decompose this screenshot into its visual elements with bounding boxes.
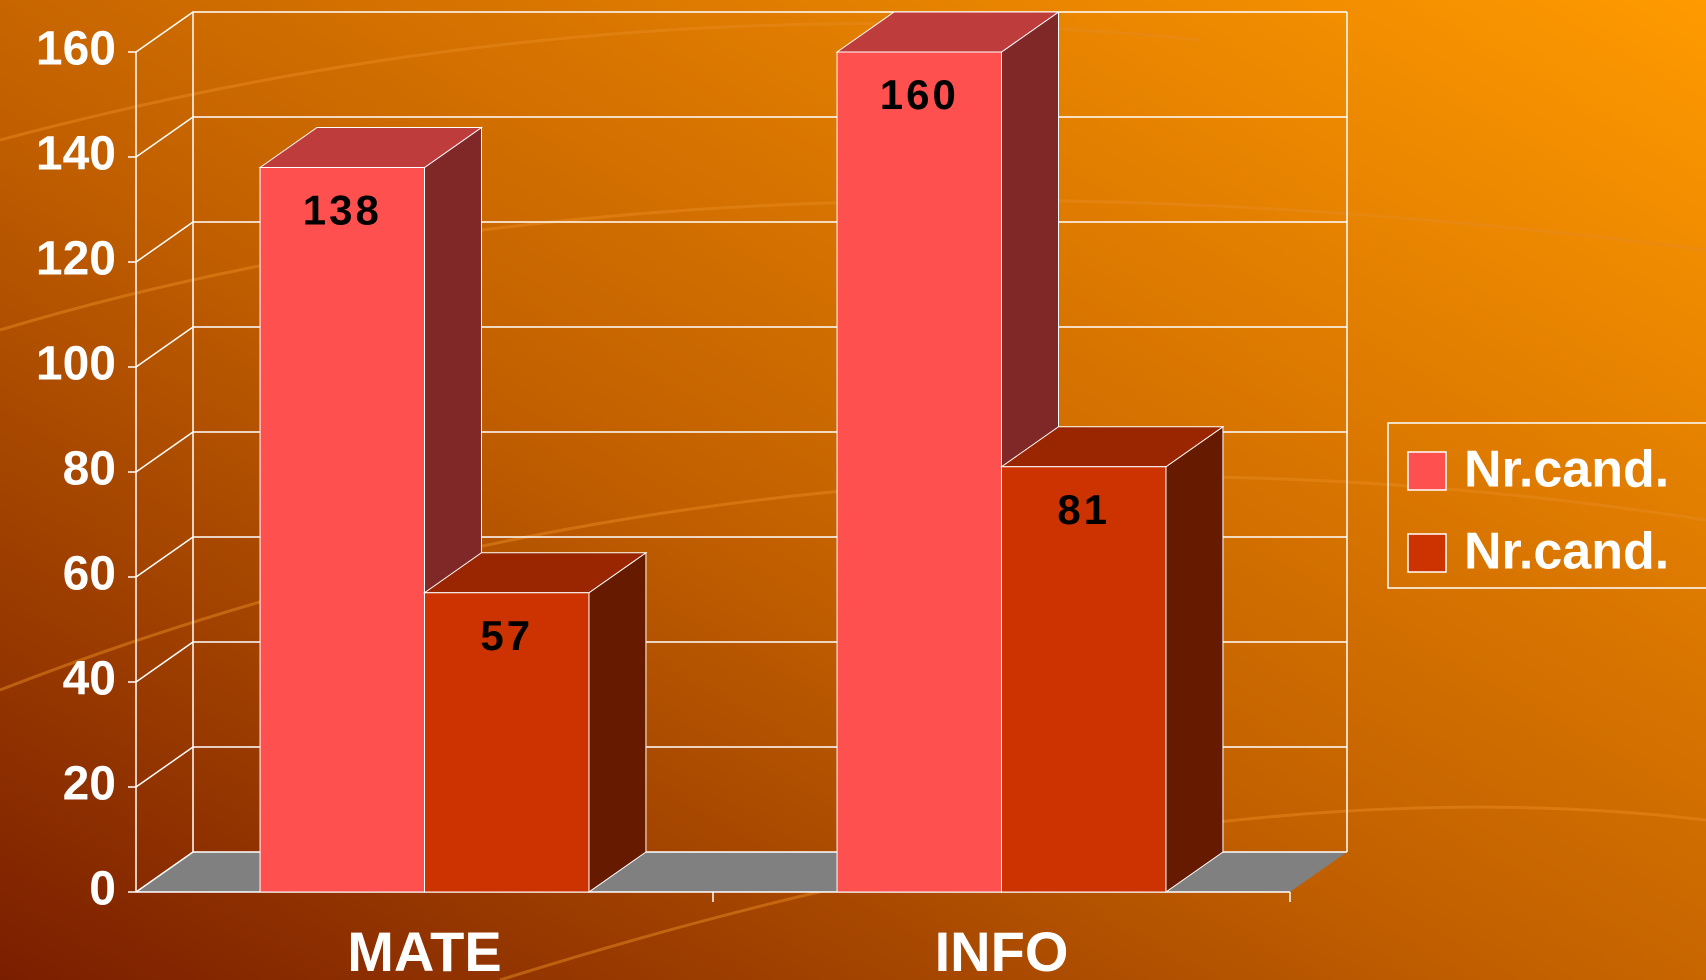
- data-label: 160: [880, 71, 959, 118]
- legend-swatch: [1408, 452, 1446, 490]
- y-tick-label: 40: [63, 653, 116, 706]
- bar-side: [589, 553, 646, 892]
- y-tick-label: 0: [89, 863, 116, 916]
- bar: [260, 168, 424, 893]
- legend-label: Nr.cand.: [1464, 441, 1669, 499]
- x-tick-label: INFO: [935, 920, 1069, 980]
- y-tick-label: 80: [63, 443, 116, 496]
- y-tick-label: 160: [36, 23, 116, 76]
- y-tick-label: 120: [36, 233, 116, 286]
- legend-swatch: [1408, 534, 1446, 572]
- legend-label: Nr.cand.: [1464, 523, 1669, 581]
- chart: 0 20 40 60 80 100 120 140 160 MATE 138 57 INFO 160 81 N…: [0, 0, 1706, 980]
- bar: [837, 52, 1001, 892]
- y-tick-label: 60: [63, 548, 116, 601]
- page: 0 20 40 60 80 100 120 140 160 MATE 138 57 INFO 160 81 N…: [0, 0, 1706, 980]
- x-tick-label: MATE: [347, 920, 502, 980]
- bar-side: [1166, 427, 1223, 892]
- data-label: 81: [1057, 486, 1110, 533]
- y-tick-label: 20: [63, 758, 116, 811]
- y-tick-label: 100: [36, 338, 116, 391]
- data-label: 138: [303, 187, 382, 234]
- data-label: 57: [480, 612, 533, 659]
- y-tick-label: 140: [36, 128, 116, 181]
